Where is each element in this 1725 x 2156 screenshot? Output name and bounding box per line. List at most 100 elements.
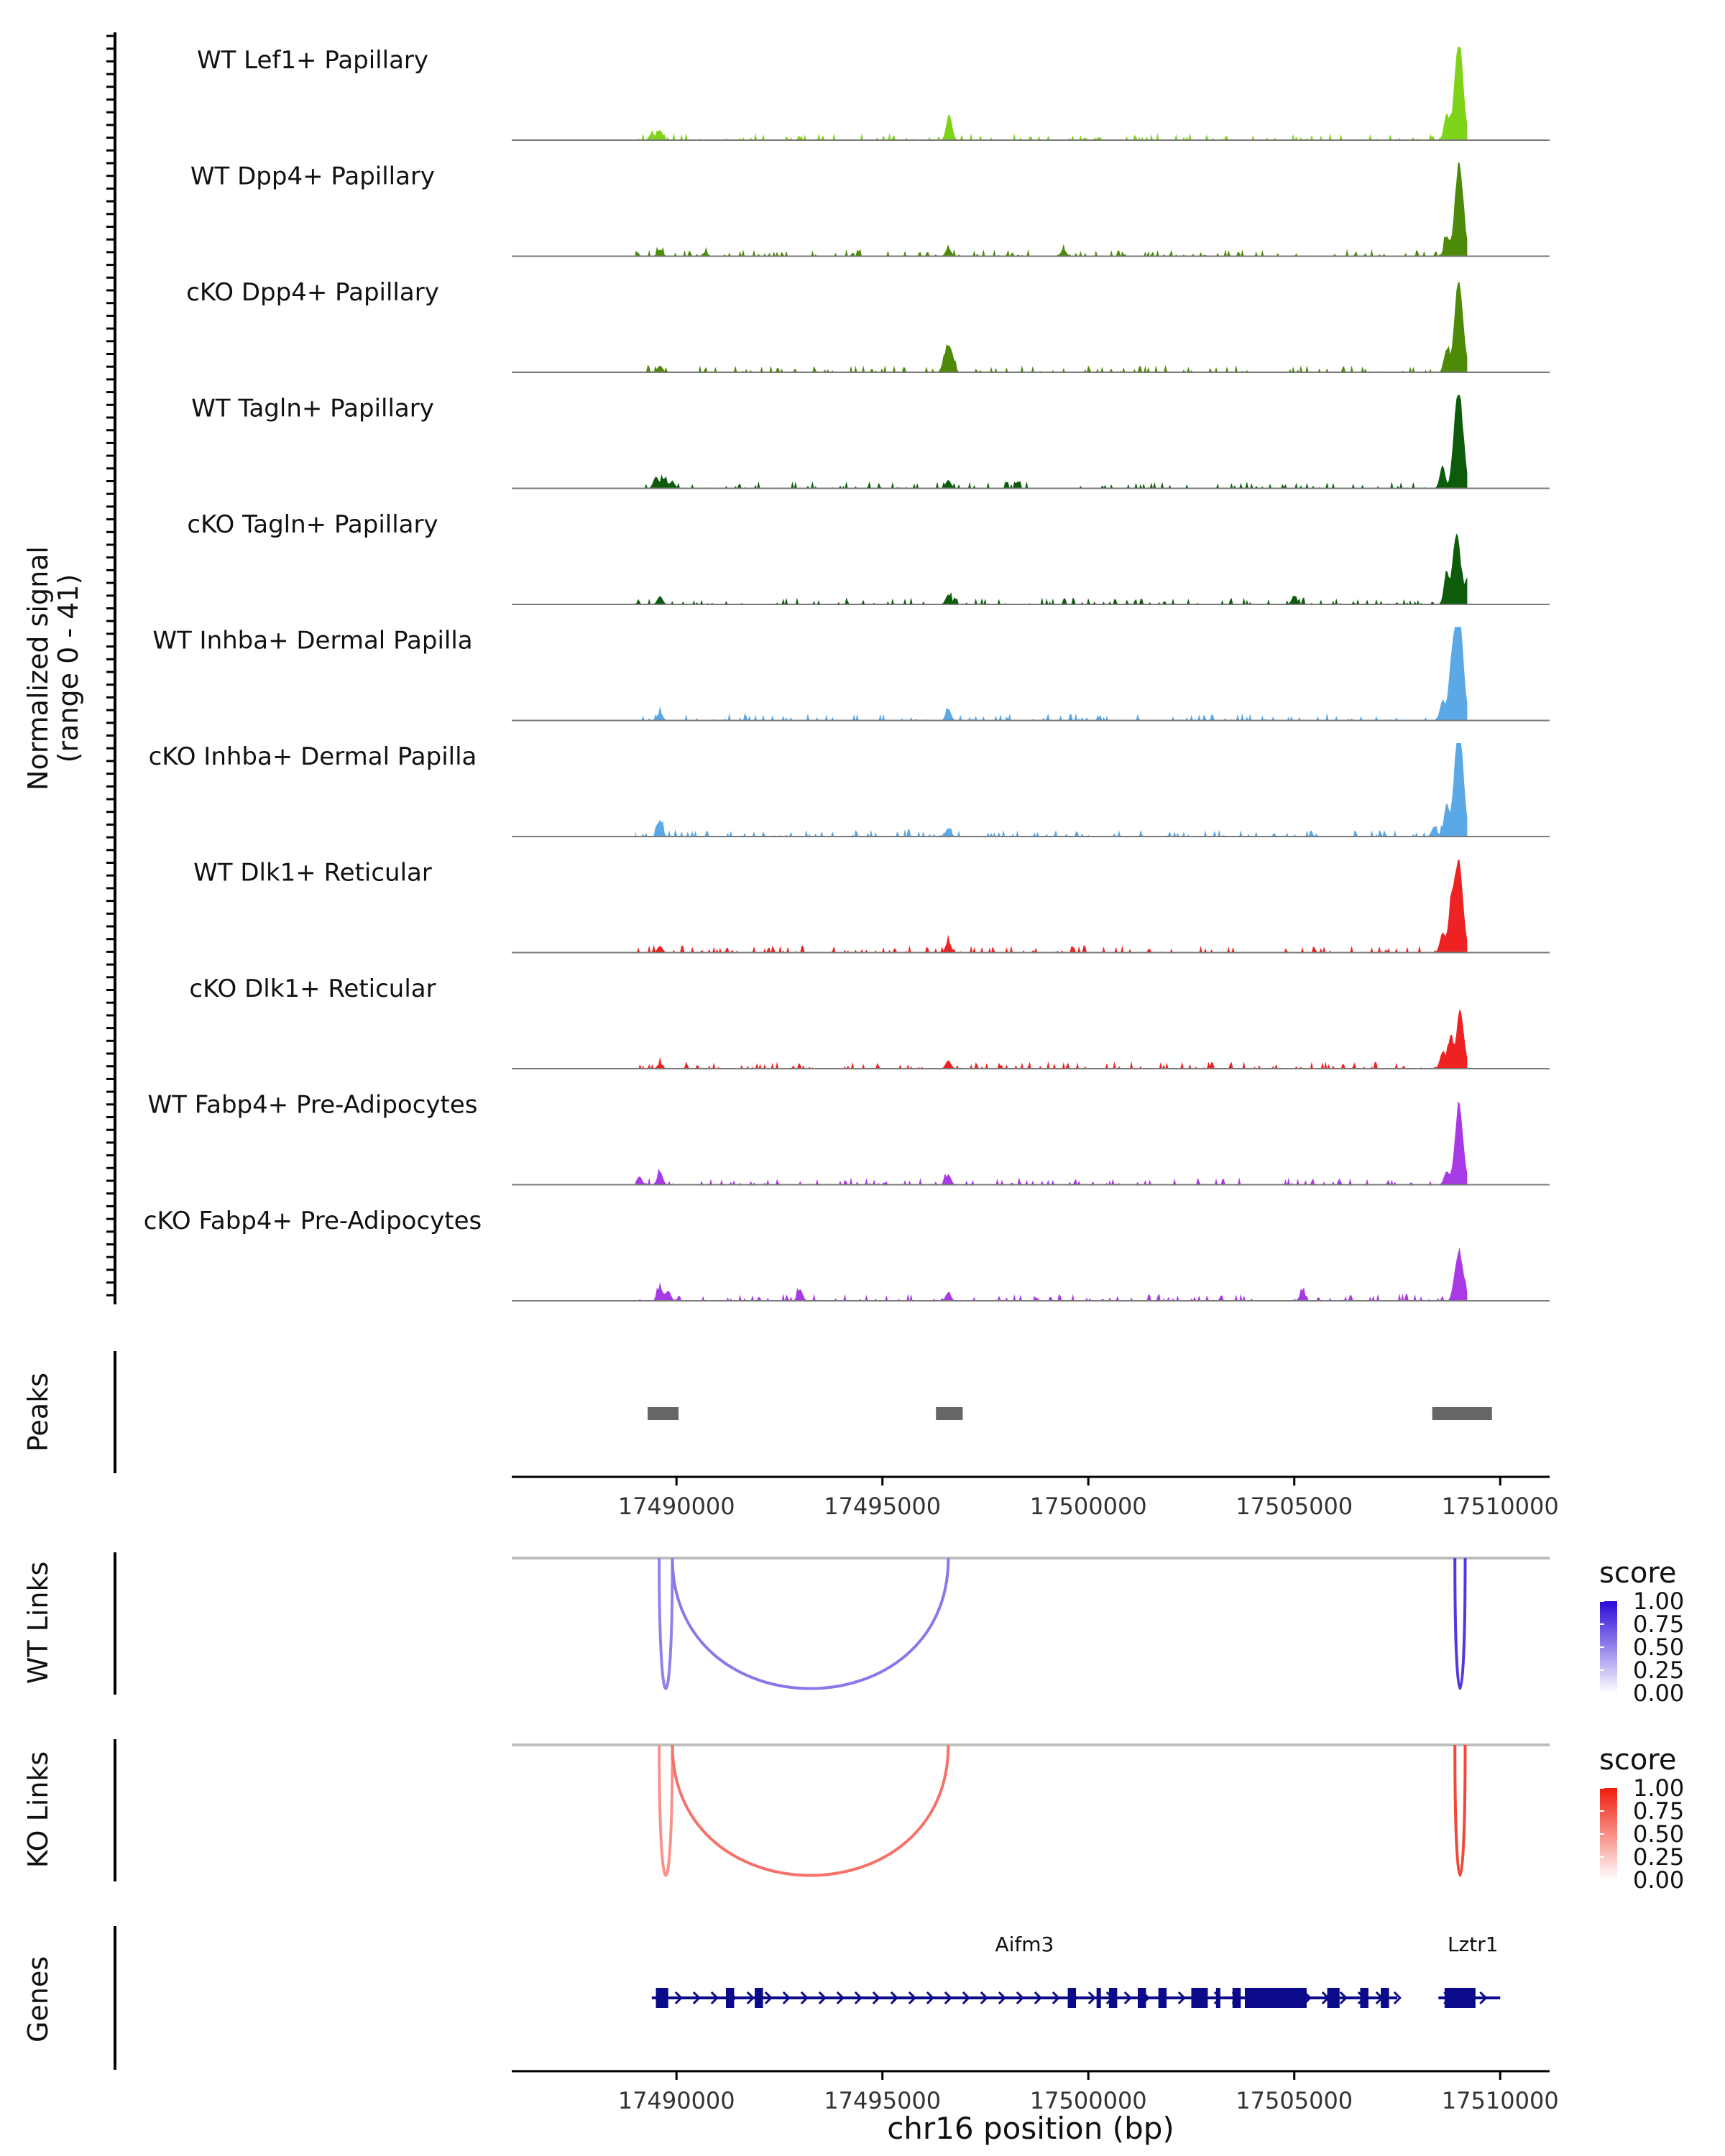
y-axis-minor-ticks <box>106 34 115 1296</box>
exon <box>656 1988 668 2008</box>
track-label: cKO Dlk1+ Reticular <box>189 975 436 1003</box>
strand-arrow <box>1034 1991 1042 2005</box>
coverage-area <box>635 743 1468 837</box>
legend-label: 1.00 <box>1633 1774 1684 1802</box>
legend-label: 0.75 <box>1633 1611 1684 1638</box>
legend-label: 1.00 <box>1633 1588 1684 1615</box>
wt-link-arcs <box>658 1557 1467 1690</box>
x-axis-ticks-bottom: 17490000 17495000 17500000 17505000 17510000 <box>618 2071 1559 2114</box>
link-arc <box>671 1557 950 1690</box>
coverage-area <box>635 1101 1468 1185</box>
strand-arrow <box>926 1991 934 2005</box>
legend-label: 0.50 <box>1633 1820 1684 1848</box>
strand-arrow <box>1339 1991 1348 2005</box>
peaks-track-label: Peaks <box>22 1373 54 1452</box>
peak-regions <box>648 1407 1492 1420</box>
coverage-track: cKO Tagln+ Papillary <box>187 510 1550 605</box>
link-arc <box>658 1557 674 1690</box>
coverage-tracks: WT Lef1+ Papillary WT Dpp4+ Papillary cKO … <box>144 46 1550 1302</box>
strand-arrow <box>818 1991 827 2005</box>
exon <box>1381 1988 1389 2008</box>
strand-arrow <box>854 1991 862 2005</box>
peak-region <box>648 1407 679 1420</box>
wt-links-legend: 1.000.750.500.250.00 <box>1600 1588 1684 1707</box>
gene-models: Aifm3 Lztr1 <box>651 1932 1501 2008</box>
coverage-track: WT Dpp4+ Papillary <box>190 162 1550 257</box>
ko-link-arcs <box>658 1744 1467 1877</box>
x-axis-label: chr16 position (bp) <box>887 2111 1174 2146</box>
strand-arrow <box>782 1991 791 2005</box>
gene-model: Lztr1 <box>1438 1932 1501 2008</box>
ko-links-legend: 1.000.750.500.250.00 <box>1600 1774 1684 1894</box>
coverage-area <box>635 1009 1468 1069</box>
strand-arrow <box>746 1991 755 2005</box>
track-label: cKO Dpp4+ Papillary <box>186 278 439 307</box>
strand-arrow <box>1087 1991 1096 2005</box>
x-tick-label: 17505000 <box>1236 1493 1353 1520</box>
exon <box>1137 1988 1146 2008</box>
strand-arrow <box>800 1991 809 2005</box>
coverage-track: cKO Dlk1+ Reticular <box>189 975 1550 1069</box>
exon <box>1215 1988 1220 2008</box>
coverage-area <box>635 1247 1468 1301</box>
track-label: WT Dlk1+ Reticular <box>193 859 432 888</box>
gene-name: Aifm3 <box>995 1932 1054 1956</box>
coverage-area <box>635 533 1468 604</box>
peak-region <box>936 1407 963 1420</box>
x-axis-ticks-top: 17490000 17495000 17500000 17505000 17510000 <box>618 1477 1559 1520</box>
exon <box>1158 1988 1167 2008</box>
ko-links-track-label: KO Links <box>22 1751 54 1868</box>
coverage-area <box>635 162 1468 257</box>
genes-panel: Genes Aifm3 Lztr1 17490000 17495000 1750000… <box>22 1926 1559 2146</box>
link-arc <box>1453 1557 1467 1690</box>
x-tick-label: 17495000 <box>824 2087 941 2114</box>
wt-links-track-label: WT Links <box>22 1562 54 1684</box>
exon <box>1327 1988 1340 2008</box>
x-tick-label: 17495000 <box>824 1493 941 1520</box>
coverage-track: cKO Inhba+ Dermal Papilla <box>149 742 1550 837</box>
coverage-area <box>635 395 1468 489</box>
exon <box>725 1988 735 2008</box>
x-tick-label: 17500000 <box>1030 2087 1147 2114</box>
coverage-area <box>635 282 1468 372</box>
wt-links-legend-title: score <box>1599 1557 1676 1590</box>
strand-arrow <box>836 1991 845 2005</box>
strand-arrow <box>890 1991 898 2005</box>
strand-arrow <box>674 1991 683 2005</box>
legend-label: 0.75 <box>1633 1797 1684 1825</box>
exon <box>1108 1988 1118 2008</box>
gene-name: Lztr1 <box>1448 1932 1499 1956</box>
x-tick-label: 17505000 <box>1236 2087 1353 2114</box>
legend-label: 0.00 <box>1633 1866 1684 1894</box>
coverage-area <box>635 627 1468 721</box>
strand-arrow <box>998 1991 1006 2005</box>
strand-arrow <box>1016 1991 1024 2005</box>
strand-arrow <box>908 1991 916 2005</box>
x-tick-label: 17500000 <box>1030 1493 1147 1520</box>
track-label: WT Fabp4+ Pre-Adipocytes <box>148 1091 478 1120</box>
genes-track-label: Genes <box>22 1956 54 2042</box>
peaks-panel: Peaks 17490000 17495000 17500000 17505000 17… <box>22 1351 1559 1520</box>
coverage-track: WT Tagln+ Papillary <box>191 395 1550 489</box>
legend-label: 0.50 <box>1633 1634 1684 1661</box>
x-tick-label: 17510000 <box>1442 1493 1559 1520</box>
coverage-track: WT Inhba+ Dermal Papilla <box>152 627 1550 722</box>
strand-arrow <box>944 1991 952 2005</box>
strand-arrow <box>872 1991 880 2005</box>
legend-label: 0.00 <box>1633 1680 1684 1707</box>
link-arc <box>1453 1744 1467 1877</box>
legend-label: 0.25 <box>1633 1657 1684 1684</box>
x-tick-label: 17490000 <box>618 1493 735 1520</box>
track-label: WT Tagln+ Papillary <box>191 395 434 423</box>
coverage-panel: Normalized signal (range 0 - 41) WT Lef1… <box>22 32 1550 1304</box>
track-label: cKO Inhba+ Dermal Papilla <box>149 742 477 771</box>
ko-links-panel: KO Links score 1.000.750.500.250.00 <box>22 1739 1684 1894</box>
exon <box>1244 1988 1307 2008</box>
exon <box>1096 1988 1101 2008</box>
track-label: WT Lef1+ Papillary <box>197 46 428 75</box>
exon <box>1067 1988 1077 2008</box>
x-tick-label: 17510000 <box>1442 2087 1559 2114</box>
track-label: cKO Fabp4+ Pre-Adipocytes <box>144 1207 482 1235</box>
exon <box>1191 1988 1208 2008</box>
